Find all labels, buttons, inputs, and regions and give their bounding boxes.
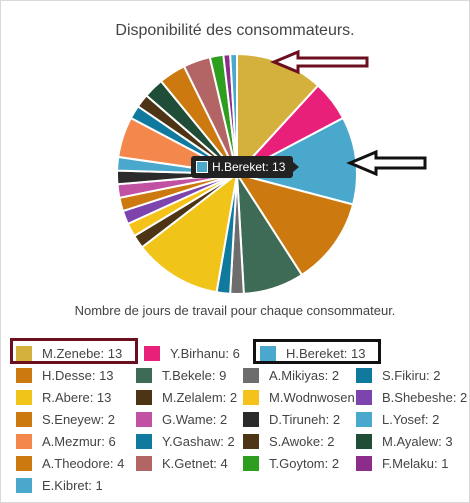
legend-swatch (136, 367, 152, 383)
legend-swatch (16, 455, 32, 471)
legend-swatch (260, 345, 276, 361)
legend-label: F.Melaku: 1 (382, 455, 449, 471)
chart-tooltip: H.Bereket: 13 (191, 156, 300, 178)
legend-label: G.Wame: 2 (162, 411, 228, 427)
legend-label: L.Yosef: 2 (382, 411, 440, 427)
legend-item-t-goytom[interactable]: T.Goytom: 2 (243, 453, 339, 473)
legend-label: Y.Birhanu: 6 (170, 345, 240, 361)
legend-swatch (356, 367, 372, 383)
legend-label: E.Kibret: 1 (42, 477, 103, 493)
legend-label: A.Theodore: 4 (42, 455, 125, 471)
legend-item-d-tiruneh[interactable]: D.Tiruneh: 2 (243, 409, 340, 429)
legend-swatch (243, 389, 259, 405)
legend-swatch (16, 411, 32, 427)
pie-chart[interactable] (0, 0, 470, 340)
legend-swatch (136, 455, 152, 471)
legend-swatch (16, 433, 32, 449)
legend-item-y-birhanu[interactable]: Y.Birhanu: 6 (144, 343, 240, 363)
legend-swatch (243, 433, 259, 449)
legend-label: Y.Gashaw: 2 (162, 433, 235, 449)
legend-swatch (136, 433, 152, 449)
chart-title: Disponibilité des consommateurs. (115, 22, 355, 39)
legend-label: T.Goytom: 2 (269, 455, 340, 471)
legend-item-s-awoke[interactable]: S.Awoke: 2 (243, 431, 335, 451)
legend-swatch (144, 345, 160, 361)
legend-label: H.Desse: 13 (42, 367, 114, 383)
legend-label: T.Bekele: 9 (162, 367, 227, 383)
legend-label: H.Bereket: 13 (286, 345, 366, 361)
legend-item-a-mezmur[interactable]: A.Mezmur: 6 (16, 431, 116, 451)
legend-swatch (16, 345, 32, 361)
legend-item-y-gashaw[interactable]: Y.Gashaw: 2 (136, 431, 235, 451)
legend-item-a-theodore[interactable]: A.Theodore: 4 (16, 453, 124, 473)
highlight-box-maroon (10, 338, 138, 364)
legend-label: A.Mikiyas: 2 (269, 367, 340, 383)
pie-slice-r-abere[interactable] (140, 171, 239, 294)
legend-swatch (243, 367, 259, 383)
chart-legend: M.Zenebe: 13 Y.Birhanu: 6 H.Bereket: 13 H.D… (0, 338, 470, 503)
legend-item-a-mikiyas[interactable]: A.Mikiyas: 2 (243, 365, 339, 385)
tooltip-text: H.Bereket: 13 (212, 160, 286, 174)
legend-item-g-wame[interactable]: G.Wame: 2 (136, 409, 227, 429)
legend-item-f-melaku[interactable]: F.Melaku: 1 (356, 453, 448, 473)
legend-swatch (16, 389, 32, 405)
legend-item-l-yosef[interactable]: L.Yosef: 2 (356, 409, 439, 429)
legend-item-r-abere[interactable]: R.Abere: 13 (16, 387, 111, 407)
legend-label: S.Eneyew: 2 (42, 411, 115, 427)
legend-item-m-zenebe[interactable]: M.Zenebe: 13 (16, 343, 122, 363)
legend-item-m-zelalem[interactable]: M.Zelalem: 2 (136, 387, 237, 407)
legend-item-t-bekele[interactable]: T.Bekele: 9 (136, 365, 226, 385)
legend-swatch (16, 367, 32, 383)
legend-label: S.Fikiru: 2 (382, 367, 441, 383)
legend-item-s-fikiru[interactable]: S.Fikiru: 2 (356, 365, 441, 385)
legend-swatch (243, 411, 259, 427)
legend-swatch (356, 455, 372, 471)
highlight-box-black (253, 339, 381, 364)
chart-caption: Nombre de jours de travail pour chaque c… (74, 303, 396, 318)
legend-swatch (356, 411, 372, 427)
legend-item-m-ayalew[interactable]: M.Ayalew: 3 (356, 431, 453, 451)
legend-label: M.Ayalew: 3 (382, 433, 453, 449)
legend-swatch (356, 433, 372, 449)
legend-label: D.Tiruneh: 2 (269, 411, 341, 427)
legend-label: M.Wodnwosen: 2 (269, 389, 370, 405)
legend-item-h-desse[interactable]: H.Desse: 13 (16, 365, 114, 385)
legend-swatch (136, 389, 152, 405)
legend-item-s-eneyew[interactable]: S.Eneyew: 2 (16, 409, 115, 429)
legend-item-e-kibret[interactable]: E.Kibret: 1 (16, 475, 103, 495)
legend-label: R.Abere: 13 (42, 389, 112, 405)
legend-item-m-wodnwosen[interactable]: M.Wodnwosen: 2 (243, 387, 369, 407)
legend-label: A.Mezmur: 6 (42, 433, 116, 449)
legend-swatch (136, 411, 152, 427)
legend-label: K.Getnet: 4 (162, 455, 228, 471)
legend-label: B.Shebeshe: 2 (382, 389, 468, 405)
pie-slice-h-desse[interactable] (234, 172, 355, 277)
tooltip-swatch (196, 161, 208, 173)
legend-item-h-bereket[interactable]: H.Bereket: 13 (260, 343, 366, 363)
legend-label: S.Awoke: 2 (269, 433, 335, 449)
legend-item-b-shebeshe[interactable]: B.Shebeshe: 2 (356, 387, 467, 407)
legend-swatch (243, 455, 259, 471)
legend-label: M.Zenebe: 13 (42, 345, 123, 361)
legend-swatch (16, 477, 32, 493)
pie-slice-e-kibret[interactable] (229, 52, 238, 175)
legend-swatch (356, 389, 372, 405)
legend-label: M.Zelalem: 2 (162, 389, 238, 405)
legend-item-k-getnet[interactable]: K.Getnet: 4 (136, 453, 228, 473)
